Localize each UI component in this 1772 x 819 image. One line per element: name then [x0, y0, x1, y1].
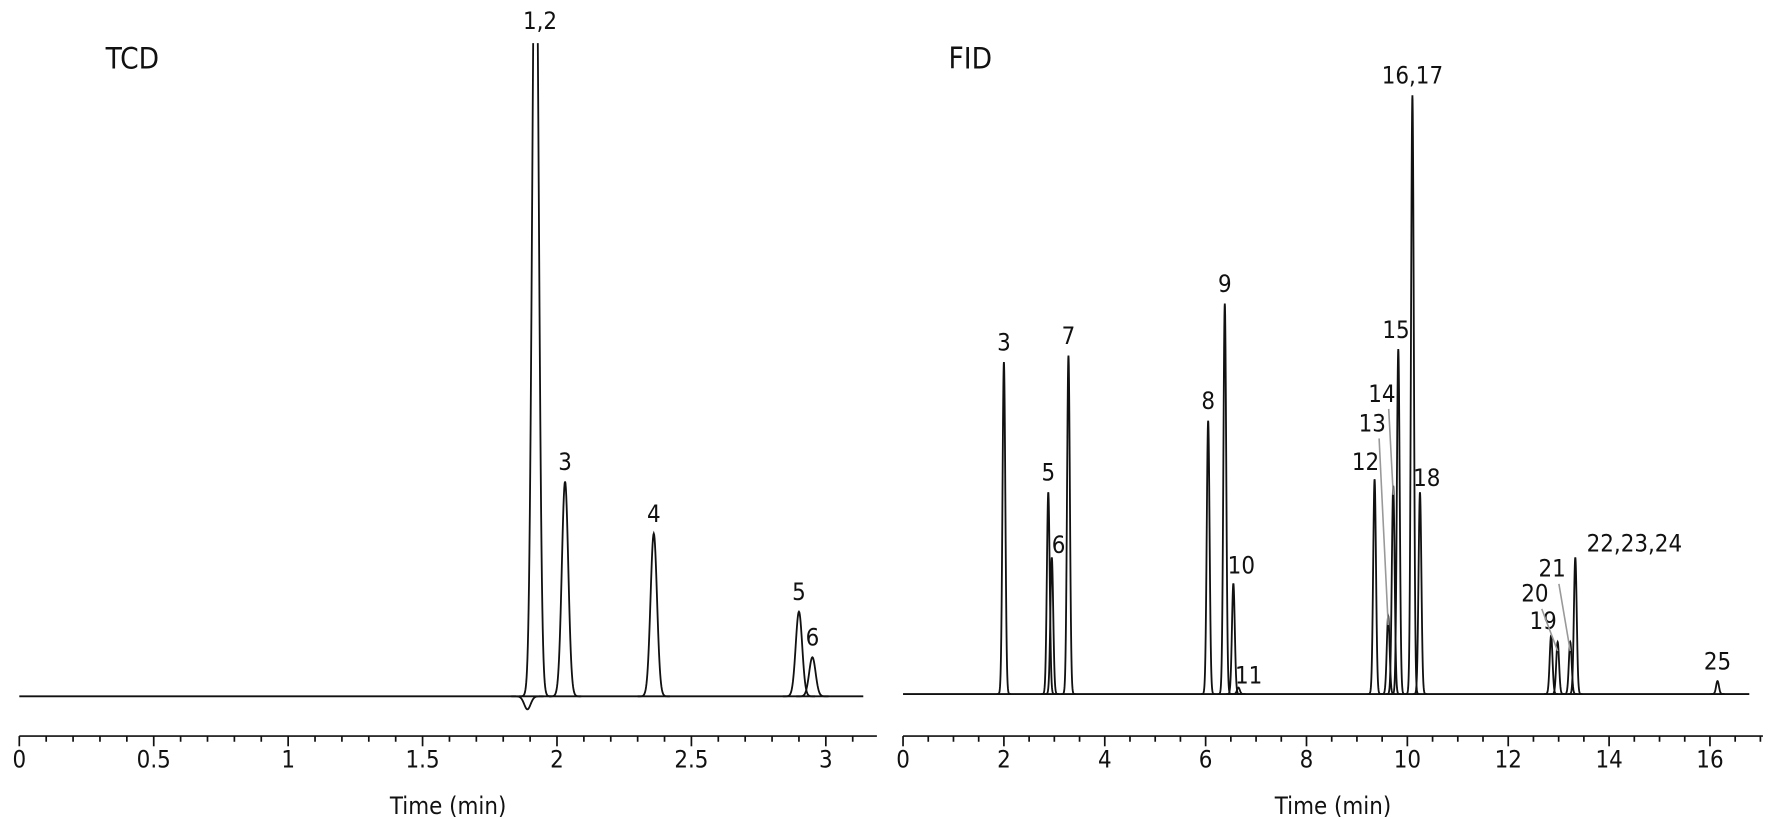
x-tick-label: 14	[1595, 746, 1622, 774]
peak-label: 22,23,24	[1587, 530, 1683, 558]
x-tick-label: 1	[281, 746, 295, 774]
x-tick-label: 3	[819, 746, 833, 774]
peak-label: 10	[1228, 551, 1255, 579]
peak-label: 5	[792, 578, 806, 606]
x-axis-label: Time (min)	[389, 792, 506, 819]
peak-label: 16,17	[1382, 62, 1443, 90]
peak-label: 9	[1218, 270, 1232, 298]
peak	[637, 530, 670, 698]
peak	[548, 481, 582, 698]
peak	[1381, 612, 1396, 695]
leader-line	[1558, 583, 1572, 652]
x-tick-label: 2	[997, 746, 1011, 774]
peak	[996, 362, 1011, 695]
peak	[782, 609, 816, 698]
peak-label: 12	[1352, 448, 1379, 476]
peak-label: 1,2	[523, 7, 557, 35]
trace	[19, 43, 864, 711]
peak	[1041, 492, 1056, 695]
leader-line	[1378, 438, 1389, 626]
trace	[903, 95, 1750, 695]
x-tick-label: 0	[12, 746, 26, 774]
peak-label: 18	[1413, 464, 1440, 492]
peak	[1044, 557, 1059, 695]
peak	[519, 43, 552, 698]
peak-label: 6	[1052, 531, 1066, 559]
panel-title: FID	[948, 42, 992, 76]
peak	[1217, 303, 1232, 695]
peak-label: 11	[1235, 662, 1262, 690]
x-tick-label: 16	[1696, 746, 1723, 774]
peak	[1710, 679, 1725, 695]
peak-label: 3	[997, 328, 1011, 356]
peak-label: 21	[1538, 555, 1565, 583]
x-tick-label: 8	[1300, 746, 1314, 774]
peak	[1568, 557, 1583, 695]
peak	[1550, 639, 1565, 695]
peak	[1563, 639, 1578, 695]
peak-label: 15	[1382, 316, 1409, 344]
peak	[1061, 355, 1076, 695]
x-tick-label: 2.5	[674, 746, 708, 774]
peak-label: 20	[1521, 580, 1548, 608]
peak	[1201, 420, 1216, 695]
x-tick-label: 2	[550, 746, 564, 774]
peak	[1391, 349, 1406, 695]
x-axis-label: Time (min)	[1274, 792, 1391, 819]
peak-label: 6	[806, 624, 820, 652]
peak-label: 4	[647, 500, 661, 528]
leader-line	[1387, 408, 1395, 495]
peak-label: 8	[1201, 387, 1215, 415]
peak	[1405, 95, 1420, 695]
peak-label: 14	[1368, 380, 1395, 408]
peak-label: 7	[1062, 322, 1076, 350]
x-tick-label: 4	[1098, 746, 1112, 774]
x-tick-label: 1.5	[406, 746, 440, 774]
peak	[511, 695, 544, 711]
x-tick-label: 0.5	[137, 746, 171, 774]
peak-label: 25	[1704, 647, 1731, 675]
x-tick-label: 0	[896, 746, 910, 774]
peak	[1226, 583, 1241, 695]
x-tick-label: 6	[1199, 746, 1213, 774]
peak	[1386, 485, 1401, 695]
x-tick-label: 10	[1394, 746, 1421, 774]
peak	[1412, 492, 1428, 695]
leader-line	[1541, 608, 1559, 652]
peak	[1367, 479, 1382, 695]
panel-title: TCD	[105, 42, 159, 76]
peak-label: 3	[558, 448, 572, 476]
peak-label: 13	[1359, 409, 1386, 437]
peak-label: 5	[1041, 459, 1055, 487]
peak	[796, 656, 829, 698]
peak	[1231, 686, 1246, 695]
x-tick-label: 12	[1495, 746, 1522, 774]
